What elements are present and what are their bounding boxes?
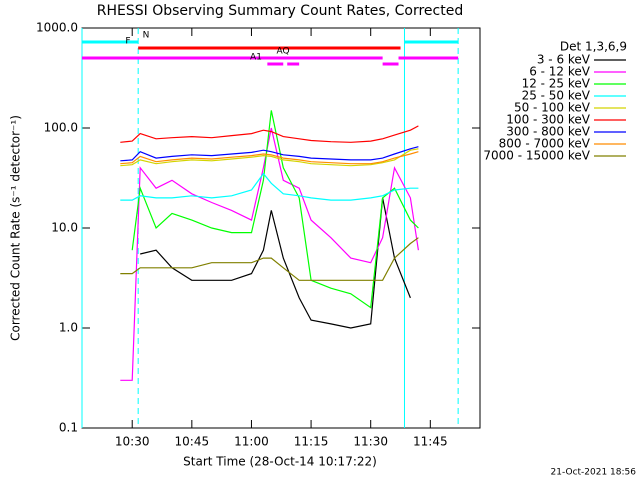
- series-line: [120, 151, 419, 165]
- flag-label: AQ: [276, 47, 289, 57]
- y-tick-label: 1000.0: [36, 21, 78, 35]
- y-tick-label: 10.0: [51, 221, 78, 235]
- series-line: [120, 172, 419, 201]
- series-line: [131, 110, 419, 309]
- x-axis-label: Start Time (28-Oct-14 10:17:22): [183, 455, 377, 469]
- legend-label: 300 - 800 keV: [506, 125, 590, 139]
- legend-label: 50 - 100 keV: [514, 101, 591, 115]
- legend-label: 12 - 25 keV: [522, 77, 591, 91]
- y-tick-label: 100.0: [44, 121, 78, 135]
- legend-label: 25 - 50 keV: [522, 89, 591, 103]
- x-tick-label: 11:45: [413, 435, 448, 449]
- series-line: [120, 237, 419, 281]
- series-line: [140, 197, 411, 329]
- legend-label: 6 - 12 keV: [529, 65, 591, 79]
- legend-label: 800 - 7000 keV: [499, 137, 591, 151]
- series-line: [120, 148, 419, 167]
- footer: 21-Oct-2021 18:56: [551, 468, 637, 478]
- legend-label: 100 - 300 keV: [506, 113, 590, 127]
- flag-label: F: [125, 37, 130, 47]
- x-tick-label: 10:30: [115, 435, 150, 449]
- series-line: [120, 146, 419, 162]
- legend-label: 7000 - 15000 keV: [483, 149, 590, 163]
- x-tick-label: 10:45: [175, 435, 210, 449]
- chart-title: RHESSI Observing Summary Count Rates, Co…: [97, 3, 463, 19]
- x-tick-label: 11:15: [294, 435, 329, 449]
- series-line: [120, 125, 419, 143]
- series-line: [120, 127, 419, 381]
- x-tick-label: 11:30: [353, 435, 388, 449]
- y-axis-label: Corrected Count Rate (s⁻¹ detector⁻¹): [9, 115, 23, 341]
- legend-title: Det 1,3,6,9: [560, 40, 627, 54]
- y-tick-label: 0.1: [59, 421, 78, 435]
- y-tick-label: 1.0: [59, 321, 78, 335]
- flag-label: A1: [250, 53, 262, 63]
- x-tick-label: 11:00: [234, 435, 269, 449]
- flag-label: N: [143, 31, 150, 41]
- legend-label: 3 - 6 keV: [537, 53, 591, 67]
